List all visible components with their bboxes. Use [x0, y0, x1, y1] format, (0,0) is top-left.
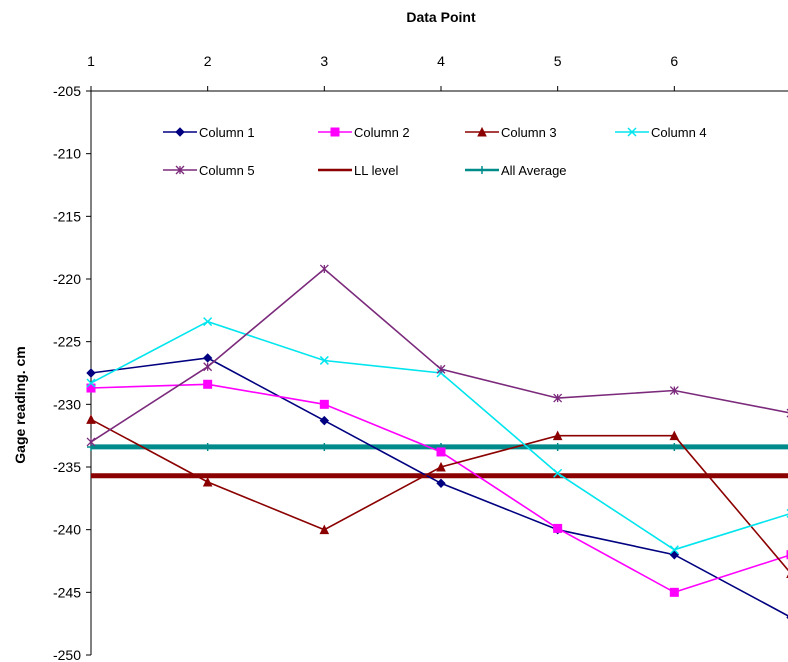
legend-marker-column-1	[175, 127, 185, 137]
data-point-column-3	[86, 414, 96, 424]
data-point-column-2	[553, 523, 563, 533]
legend-label: Column 5	[199, 163, 255, 178]
x-tick-label: 1	[87, 53, 95, 69]
legend-item-column-5: Column 5	[163, 163, 255, 178]
data-point-column-2	[319, 399, 329, 409]
series-line-column-3	[90, 418, 788, 572]
legend-item-column-2: Column 2	[318, 125, 410, 140]
axes	[86, 86, 788, 656]
data-point-column-2	[669, 587, 679, 597]
data-point-column-4	[669, 545, 679, 555]
series-layer	[86, 264, 788, 620]
legend-item-column-3: Column 3	[465, 125, 557, 140]
legend-label: Column 3	[501, 125, 557, 140]
legend-label: Column 1	[199, 125, 255, 140]
legend-label: Column 2	[354, 125, 410, 140]
data-point-column-3	[552, 430, 563, 441]
series-line-column-1	[90, 357, 788, 617]
data-point-column-5	[203, 362, 213, 372]
data-point-column-3	[202, 476, 213, 487]
data-point-column-5	[319, 264, 329, 274]
y-tick-label: -230	[53, 396, 81, 412]
series-line-column-4	[90, 320, 788, 551]
data-point-column-4	[319, 355, 329, 365]
legend-item-ll-level: LL level	[318, 163, 398, 178]
data-point-column-4	[86, 378, 96, 388]
y-tick-label: -245	[53, 584, 81, 600]
y-axis-title: Gage reading. cm	[12, 346, 28, 463]
data-point-column-2	[203, 379, 213, 389]
data-point-column-1	[319, 415, 330, 426]
legend-label: LL level	[354, 163, 398, 178]
series-column-3	[86, 414, 788, 579]
x-tick-label: 6	[670, 53, 678, 69]
y-tick-labels: -205 -210 -215 -220 -225 -230 -235 -240 -245 -250	[53, 83, 81, 662]
data-point-column-5	[86, 437, 96, 447]
y-tick-label: -210	[53, 146, 81, 162]
legend-item-column-1: Column 1	[163, 125, 255, 140]
series-column-4	[86, 317, 788, 555]
legend-label: Column 4	[651, 125, 707, 140]
y-tick-label: -205	[53, 83, 81, 99]
y-tick-label: -235	[53, 459, 81, 475]
data-point-all-average	[553, 442, 562, 451]
y-tick-label: -250	[53, 647, 81, 662]
x-tick-labels: 1 2 3 4 5 6	[87, 53, 678, 69]
legend-marker-column-2	[330, 127, 340, 137]
data-point-column-3	[669, 430, 680, 441]
series-column-2	[86, 379, 788, 597]
data-point-column-5	[553, 393, 563, 403]
data-point-column-3	[436, 461, 446, 472]
x-tick-label: 3	[320, 53, 328, 69]
data-point-column-3	[319, 524, 330, 535]
x-axis-title: Data Point	[406, 9, 476, 25]
series-line-column-2	[90, 383, 788, 594]
x-tick-label: 5	[554, 53, 562, 69]
data-point-column-5	[669, 386, 679, 396]
data-point-column-4	[553, 468, 563, 478]
x-tick-label: 2	[204, 53, 212, 69]
data-point-all-average	[670, 442, 679, 451]
series-line-column-5	[90, 267, 788, 443]
series-all-average	[87, 442, 788, 451]
legend-label: All Average	[501, 163, 567, 178]
data-point-all-average	[203, 442, 212, 451]
data-point-column-4	[203, 317, 213, 327]
y-tick-label: -240	[53, 522, 81, 538]
legend-marker-all-average	[478, 166, 486, 174]
data-point-column-1	[86, 368, 96, 378]
data-point-column-2	[436, 447, 446, 457]
data-point-column-1	[202, 353, 213, 363]
data-point-column-1	[436, 478, 446, 489]
data-point-all-average	[320, 442, 329, 451]
legend-marker-column-3	[477, 126, 487, 137]
series-column-5	[86, 264, 788, 447]
legend-item-all-average: All Average	[465, 163, 567, 178]
y-tick-label: -215	[53, 208, 81, 224]
legend-item-column-4: Column 4	[615, 125, 707, 140]
legend: Column 1 Column 2 Column 3 Column 4 Column 5…	[163, 125, 707, 178]
series-column-1	[86, 353, 788, 620]
y-tick-label: -220	[53, 271, 81, 287]
y-tick-label: -225	[53, 334, 81, 350]
data-point-column-5	[436, 364, 446, 374]
legend-marker-column-5	[175, 165, 185, 175]
x-tick-label: 4	[437, 53, 445, 69]
legend-marker-column-4	[627, 127, 637, 137]
